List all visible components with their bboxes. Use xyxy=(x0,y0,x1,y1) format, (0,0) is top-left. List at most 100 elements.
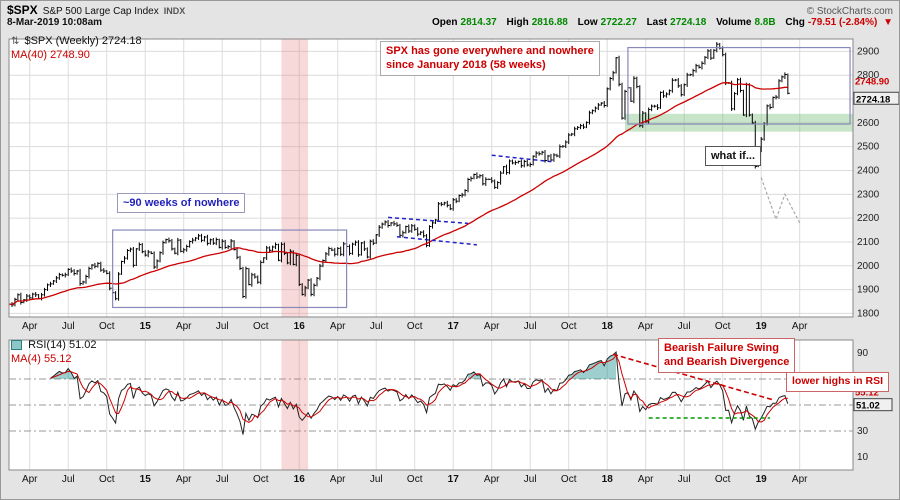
svg-text:Apr: Apr xyxy=(22,321,38,332)
svg-text:2500: 2500 xyxy=(857,142,880,153)
svg-text:16: 16 xyxy=(294,321,306,332)
svg-text:Jul: Jul xyxy=(678,474,691,485)
quote-low-label: Low xyxy=(577,17,598,28)
price-series-label: $SPX (Weekly) 2724.18 xyxy=(24,35,142,47)
svg-text:Jul: Jul xyxy=(62,474,75,485)
copyright: © StockCharts.com xyxy=(806,6,893,17)
chart-datetime: 8-Mar-2019 10:08am xyxy=(7,17,103,28)
svg-text:17: 17 xyxy=(448,474,460,485)
quote-high-label: High xyxy=(506,17,529,28)
rsi-series-label: RSI(14) 51.02 xyxy=(28,339,97,351)
rsi-overbought-fill xyxy=(50,368,78,379)
svg-text:Apr: Apr xyxy=(176,321,192,332)
svg-text:Oct: Oct xyxy=(99,474,115,485)
consolidation-box-2018 xyxy=(627,46,851,125)
svg-text:10: 10 xyxy=(857,452,869,463)
svg-text:2100: 2100 xyxy=(857,237,880,248)
quote-strip: Open 2814.37 High 2816.88 Low 2722.27 Last 2… xyxy=(425,17,893,28)
svg-text:1800: 1800 xyxy=(857,308,880,319)
svg-text:2000: 2000 xyxy=(857,261,880,272)
quote-volume-label: Volume xyxy=(716,17,752,28)
annotation-spx-nowhere-line2: since January 2018 (58 weeks) xyxy=(386,59,546,72)
price-panel: 2900280027002600250024002300220021002000… xyxy=(8,38,899,332)
quote-high-value: 2816.88 xyxy=(531,17,568,28)
svg-text:2900: 2900 xyxy=(857,46,880,57)
svg-text:18: 18 xyxy=(602,321,614,332)
svg-text:15: 15 xyxy=(140,321,152,332)
svg-text:Apr: Apr xyxy=(792,474,808,485)
svg-text:Apr: Apr xyxy=(638,321,654,332)
annotation-lower-highs: lower highs in RSI xyxy=(786,372,890,392)
svg-text:Jul: Jul xyxy=(370,321,383,332)
svg-text:Jul: Jul xyxy=(524,321,537,332)
svg-text:Jul: Jul xyxy=(370,474,383,485)
quote-open-label: Open xyxy=(431,17,458,28)
rsi-ma-legend-label: MA(4) 55.12 xyxy=(11,353,72,366)
svg-text:90: 90 xyxy=(857,348,869,359)
svg-text:Apr: Apr xyxy=(638,474,654,485)
annotation-what-if: what if... xyxy=(705,146,761,167)
symbol: $SPX xyxy=(7,3,38,17)
price-bars xyxy=(8,42,790,307)
svg-text:1900: 1900 xyxy=(857,285,880,296)
quote-open-value: 2814.37 xyxy=(460,17,497,28)
rsi-last-box xyxy=(853,398,893,412)
svg-text:2600: 2600 xyxy=(857,118,880,129)
svg-text:Oct: Oct xyxy=(561,474,577,485)
svg-text:17: 17 xyxy=(448,321,460,332)
svg-text:Oct: Oct xyxy=(715,474,731,485)
svg-text:Apr: Apr xyxy=(792,321,808,332)
svg-text:Oct: Oct xyxy=(561,321,577,332)
rsi-ma-value-label: 55.12 xyxy=(855,387,879,398)
trendline-rsi-0 xyxy=(612,353,774,401)
ma40-line xyxy=(8,82,788,306)
svg-text:Apr: Apr xyxy=(176,474,192,485)
svg-text:Apr: Apr xyxy=(484,321,500,332)
svg-text:Oct: Oct xyxy=(253,321,269,332)
svg-text:19: 19 xyxy=(756,321,768,332)
what-if-path xyxy=(760,177,801,224)
annotation-bearish-divergence: Bearish Failure Swing and Bearish Diverg… xyxy=(658,338,796,373)
svg-text:15: 15 xyxy=(140,474,152,485)
svg-text:30: 30 xyxy=(857,426,869,437)
quote-chg-value: -79.51 (-2.84%) xyxy=(807,17,878,28)
last-price-label: 2724.18 xyxy=(856,94,890,105)
svg-text:Jul: Jul xyxy=(216,474,229,485)
jan-2016-crash-band-rsi xyxy=(281,340,309,470)
annotation-90-weeks: ~90 weeks of nowhere xyxy=(117,193,246,214)
svg-text:Oct: Oct xyxy=(715,321,731,332)
annotation-spx-nowhere-line1: SPX has gone everywhere and nowhere xyxy=(386,45,594,57)
ma40-value-label: 2748.90 xyxy=(855,76,889,87)
trendline-main-1 xyxy=(396,235,477,246)
annotation-bearish-line1: Bearish Failure Swing xyxy=(664,342,779,354)
svg-text:2300: 2300 xyxy=(857,189,880,200)
svg-text:Apr: Apr xyxy=(330,474,346,485)
rsi-series-icon xyxy=(11,340,22,351)
price-legend: ⇅ $SPX (Weekly) 2724.18 MA(40) 2748.90 xyxy=(11,34,142,63)
svg-text:Apr: Apr xyxy=(484,474,500,485)
last-price-box xyxy=(853,91,899,105)
svg-text:Jul: Jul xyxy=(62,321,75,332)
svg-text:Oct: Oct xyxy=(99,321,115,332)
consolidation-box-2015 xyxy=(112,229,348,309)
svg-text:2400: 2400 xyxy=(857,165,880,176)
trendline-main-0 xyxy=(388,216,469,225)
quote-last-label: Last xyxy=(646,17,668,28)
quote-low-value: 2722.27 xyxy=(600,17,637,28)
svg-text:Jul: Jul xyxy=(524,474,537,485)
exchange-tag: INDX xyxy=(163,6,186,16)
index-name: S&P 500 Large Cap Index xyxy=(42,6,159,17)
quote-chg-label: Chg xyxy=(785,17,805,28)
annotation-bearish-line2: and Bearish Divergence xyxy=(664,356,790,369)
change-down-arrow-icon: ▼ xyxy=(883,17,893,28)
svg-text:Apr: Apr xyxy=(330,321,346,332)
ma40-legend-label: MA(40) 2748.90 xyxy=(11,49,90,62)
quote-volume-value: 8.8B xyxy=(754,17,776,28)
quote-last-value: 2724.18 xyxy=(670,17,707,28)
svg-text:2800: 2800 xyxy=(857,70,880,81)
jan-2016-crash-band xyxy=(281,39,309,317)
svg-text:Oct: Oct xyxy=(407,321,423,332)
svg-text:19: 19 xyxy=(756,474,768,485)
rsi-ma4-line xyxy=(50,354,788,423)
